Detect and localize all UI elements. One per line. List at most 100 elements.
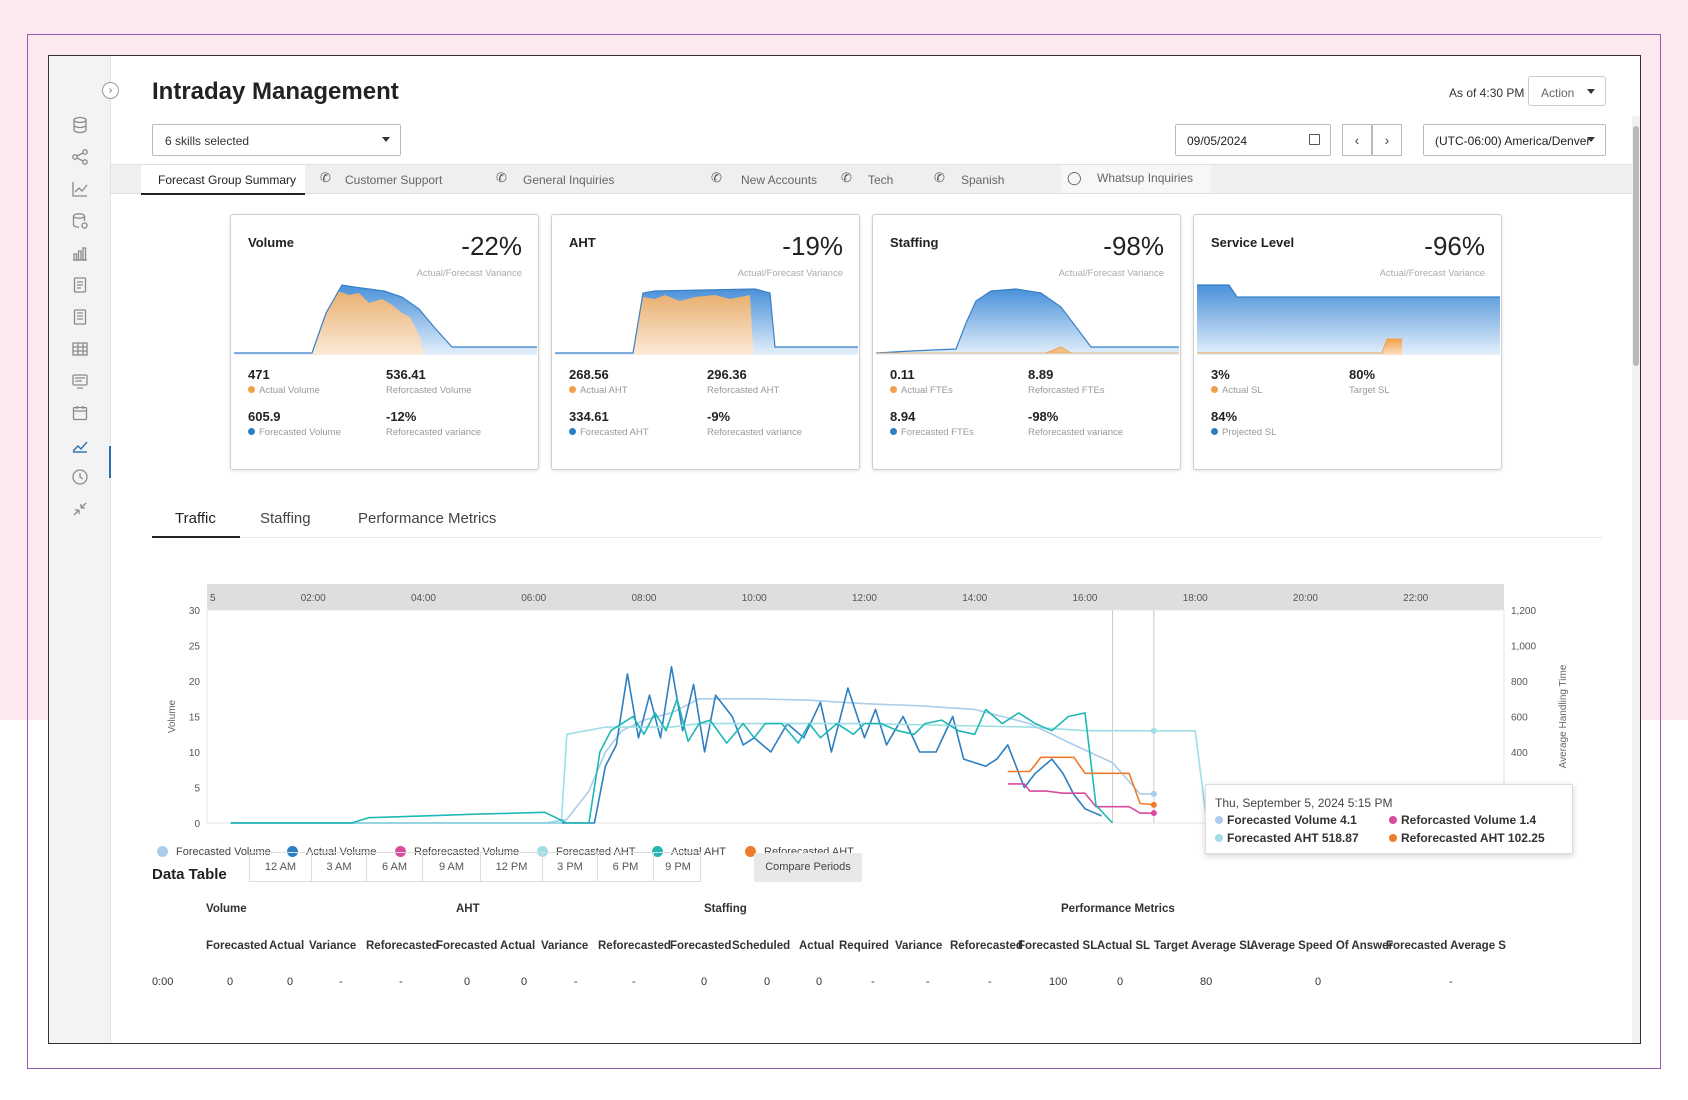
tab-new-accounts[interactable]: ✆ New Accounts: [705, 165, 835, 193]
tab-general-inquiries[interactable]: ✆ General Inquiries: [491, 165, 671, 193]
table-cell: 100: [1049, 976, 1068, 988]
tab-whatsup-inquiries[interactable]: ◯ Whatsup Inquiries: [1061, 165, 1211, 193]
line-chart-icon[interactable]: [71, 180, 89, 198]
plot-area: [206, 609, 1505, 824]
tab-label: Spanish: [961, 173, 1005, 187]
column-header[interactable]: Actual: [799, 940, 835, 952]
tab-tech[interactable]: ✆ Tech: [836, 165, 916, 193]
legend-dot-icon: [537, 846, 548, 857]
column-header[interactable]: Scheduled: [732, 940, 791, 952]
x-tick-label: 18:00: [1183, 593, 1208, 604]
kpi-stat-value: 3%: [1211, 367, 1230, 382]
blue-dot-icon: [890, 428, 897, 435]
share-nodes-icon[interactable]: [71, 148, 89, 166]
kpi-card-service-level[interactable]: Service Level -96% Actual/Forecast Varia…: [1193, 214, 1502, 470]
column-header[interactable]: Actual SL: [1097, 940, 1151, 952]
time-12pm-button[interactable]: 12 PM: [481, 853, 543, 881]
time-9pm-button[interactable]: 9 PM: [665, 861, 691, 873]
tab-customer-support[interactable]: ✆ Customer Support: [315, 165, 465, 193]
scrollbar[interactable]: [1632, 116, 1640, 1043]
column-header[interactable]: Variance: [309, 940, 357, 952]
date-picker[interactable]: 09/05/2024: [1175, 124, 1331, 156]
x-tick-label: 12:00: [852, 593, 877, 604]
table-cell: -: [632, 976, 636, 988]
timezone-select[interactable]: (UTC-06:00) America/Denver: [1423, 124, 1606, 156]
time-9am-button[interactable]: 9 AM: [423, 853, 481, 881]
column-header[interactable]: Average Speed Of Answer: [1250, 940, 1393, 952]
kpi-card-volume[interactable]: Volume -22% Actual/Forecast Variance 471…: [230, 214, 539, 470]
column-header[interactable]: Required: [839, 940, 889, 952]
y2-tick-label: 1,000: [1511, 642, 1536, 653]
tab-forecast-group-summary[interactable]: Forecast Group Summary: [141, 165, 305, 195]
expand-sidebar-button[interactable]: ›: [102, 82, 119, 99]
tooltip-dot-icon: [1215, 834, 1223, 842]
database-icon[interactable]: [71, 116, 89, 134]
column-header[interactable]: Forecasted: [436, 940, 498, 952]
action-dropdown[interactable]: Action: [1528, 76, 1606, 106]
monitor-icon[interactable]: [71, 372, 89, 390]
y2-axis-label: Average Handling Time: [1558, 664, 1569, 768]
collapse-arrows-icon[interactable]: [71, 500, 89, 518]
time-6pm-button[interactable]: 6 PM: [598, 853, 654, 881]
column-header[interactable]: Forecasted Average S: [1386, 940, 1506, 952]
chevron-down-icon: [382, 137, 390, 142]
time-6am-button[interactable]: 6 AM: [367, 853, 423, 881]
bar-chart-icon[interactable]: [71, 244, 89, 262]
compare-periods-button[interactable]: Compare Periods: [754, 853, 862, 882]
tab-performance-metrics[interactable]: Performance Metrics: [358, 510, 497, 527]
orange-dot-icon: [569, 386, 576, 393]
clock-icon[interactable]: [71, 468, 89, 486]
time-3pm-button[interactable]: 3 PM: [543, 853, 598, 881]
trend-chart-icon[interactable]: [71, 436, 89, 454]
time-3am-button[interactable]: 3 AM: [312, 853, 367, 881]
next-day-button[interactable]: ›: [1372, 124, 1402, 156]
column-header[interactable]: Reforecasted: [598, 940, 671, 952]
tooltip-row: Forecasted Volume 4.1: [1215, 813, 1357, 827]
column-header[interactable]: Variance: [895, 940, 943, 952]
x-tick-label: 22:00: [1403, 593, 1428, 604]
prev-day-button[interactable]: ‹: [1342, 124, 1372, 156]
column-header[interactable]: Reforecasted: [950, 940, 1023, 952]
kpi-stat-value: 0.11: [890, 367, 915, 382]
time-12am-button[interactable]: 12 AM: [250, 853, 312, 881]
x-tick-label: 08:00: [631, 593, 656, 604]
kpi-stat-label: Reforecasted variance: [386, 427, 482, 438]
column-header[interactable]: Actual: [269, 940, 305, 952]
column-header[interactable]: Forecasted: [670, 940, 732, 952]
kpi-stat-value: 296.36: [707, 367, 747, 382]
tab-staffing[interactable]: Staffing: [260, 510, 311, 527]
legend-forecasted-volume[interactable]: Forecasted Volume: [157, 846, 271, 858]
kpi-title: AHT: [569, 235, 596, 250]
y2-tick-label: 600: [1511, 713, 1528, 724]
table-icon[interactable]: [71, 340, 89, 358]
document-icon[interactable]: [71, 276, 89, 294]
y-tick-label: 15: [189, 713, 201, 724]
column-header[interactable]: Actual: [500, 940, 536, 952]
tooltip-dot-icon: [1389, 834, 1397, 842]
tooltip-marker: [1150, 801, 1157, 808]
kpi-stat-label: Target SL: [1349, 385, 1390, 396]
kpi-card-staffing[interactable]: Staffing -98% Actual/Forecast Variance 0…: [872, 214, 1181, 470]
phone-icon: ✆: [841, 170, 852, 185]
column-header[interactable]: Reforecasted: [366, 940, 439, 952]
tooltip-date: Thu, September 5, 2024 5:15 PM: [1215, 796, 1393, 810]
tab-spanish[interactable]: ✆ Spanish: [929, 165, 1029, 193]
series-line-2: [1007, 783, 1157, 814]
column-header[interactable]: Target Average SL: [1154, 940, 1254, 952]
report-icon[interactable]: [71, 308, 89, 326]
column-header[interactable]: Forecasted: [206, 940, 268, 952]
scrollbar-thumb[interactable]: [1633, 126, 1639, 366]
kpi-title: Volume: [248, 235, 294, 250]
column-header[interactable]: Variance: [541, 940, 589, 952]
column-header[interactable]: Forecasted SL: [1018, 940, 1098, 952]
date-value: 09/05/2024: [1187, 134, 1248, 148]
y2-tick-label: 400: [1511, 748, 1528, 759]
skills-select[interactable]: 6 skills selected: [152, 124, 401, 156]
table-cell: 0: [816, 976, 823, 988]
tab-traffic[interactable]: Traffic: [152, 504, 240, 538]
kpi-card-aht[interactable]: AHT -19% Actual/Forecast Variance 268.56…: [551, 214, 860, 470]
calendar-icon[interactable]: [71, 404, 89, 422]
database-settings-icon[interactable]: [71, 212, 89, 230]
kpi-stat-label: Reforcasted Volume: [386, 385, 472, 396]
kpi-stat-label: Actual Volume: [248, 385, 320, 396]
